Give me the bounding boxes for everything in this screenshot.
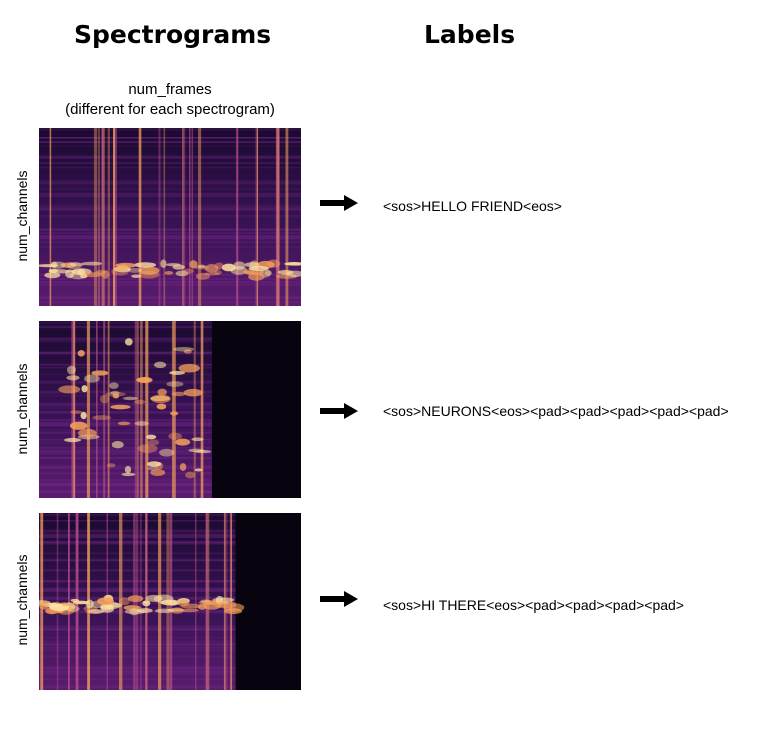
spectrogram-1 bbox=[39, 128, 301, 306]
label-row-3: <sos>HI THERE<eos><pad><pad><pad><pad> bbox=[383, 597, 684, 613]
num-channels-label-3: num_channels bbox=[14, 554, 30, 646]
num-channels-label-2: num_channels bbox=[14, 363, 30, 455]
arrow-right-icon bbox=[320, 403, 358, 419]
labels-heading: Labels bbox=[424, 20, 516, 49]
spectrogram-3-image bbox=[39, 513, 245, 690]
num-frames-note: (different for each spectrogram) bbox=[65, 101, 275, 118]
num-channels-label-1: num_channels bbox=[14, 170, 30, 262]
spectrogram-2 bbox=[39, 321, 301, 498]
spectrogram-3 bbox=[39, 513, 301, 690]
arrow-right-icon bbox=[320, 195, 358, 211]
spectrogram-2-image bbox=[39, 321, 212, 498]
label-row-2: <sos>NEURONS<eos><pad><pad><pad><pad><pa… bbox=[383, 403, 729, 419]
spectrograms-heading: Spectrograms bbox=[74, 20, 272, 49]
spectrogram-1-image bbox=[39, 128, 301, 306]
label-row-1: <sos>HELLO FRIEND<eos> bbox=[383, 198, 562, 214]
num-frames-label: num_frames bbox=[128, 81, 212, 98]
arrow-right-icon bbox=[320, 591, 358, 607]
